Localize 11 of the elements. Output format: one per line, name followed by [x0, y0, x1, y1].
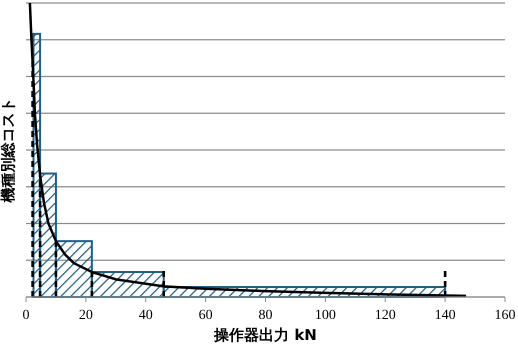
x-tick-label: 40	[138, 308, 153, 323]
y-axis-title: 機種別総コスト	[0, 98, 17, 204]
x-tick-label: 0	[22, 308, 30, 323]
x-tick-label: 120	[374, 308, 396, 323]
x-tick-label: 20	[78, 308, 93, 323]
x-axis-title: 操作器出力 kN	[213, 326, 317, 344]
x-tick-label: 160	[494, 308, 516, 323]
x-tick-label: 140	[434, 308, 456, 323]
x-tick-label: 100	[314, 308, 336, 323]
x-tick-label: 80	[258, 308, 272, 323]
x-tick-label: 60	[198, 308, 213, 323]
